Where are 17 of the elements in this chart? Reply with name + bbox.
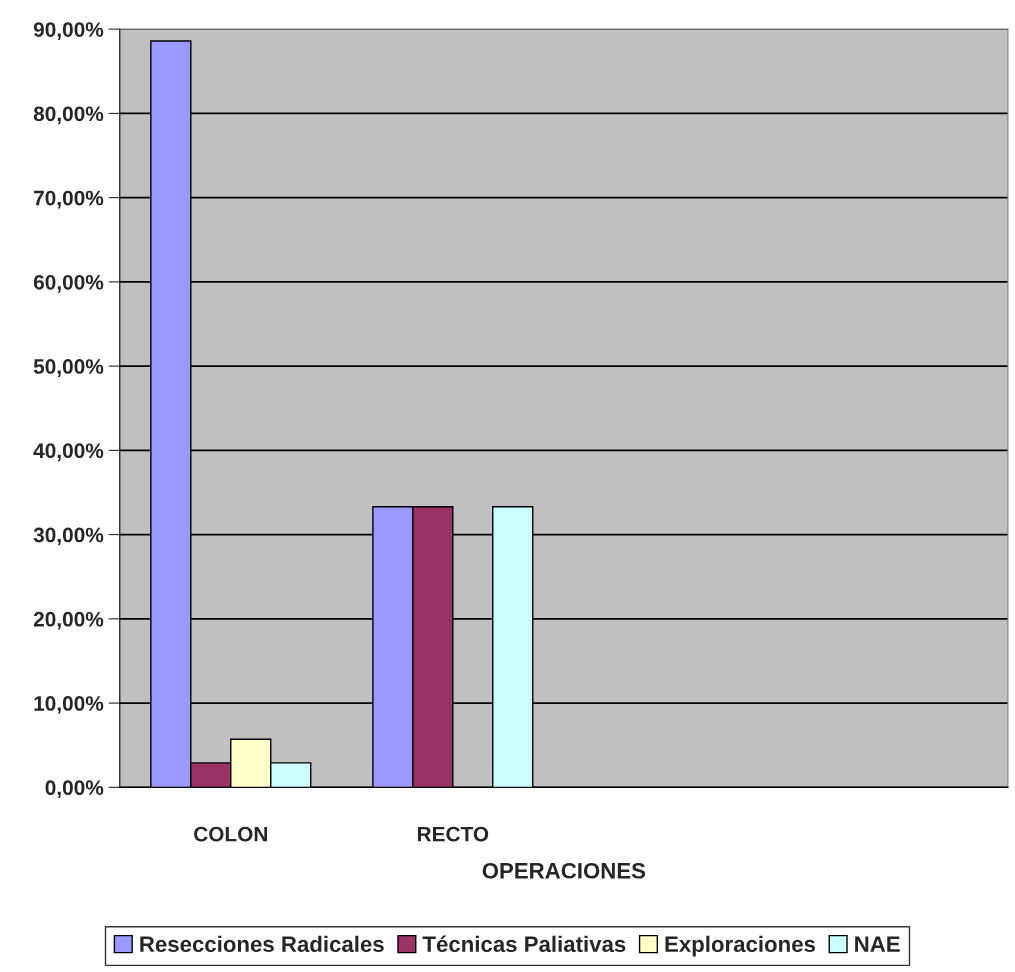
x-tick-label: RECTO <box>417 826 489 842</box>
y-tick-label: 30,00% <box>33 527 104 546</box>
y-tick-label: 0,00% <box>45 780 104 799</box>
legend-label: NAE <box>855 936 900 952</box>
y-tick-label: 50,00% <box>33 359 104 377</box>
y-tick-label: 80,00% <box>33 106 104 125</box>
y-tick-label: 40,00% <box>33 443 104 462</box>
legend-label: Técnicas Paliativas <box>422 935 626 953</box>
x-axis-title: OPERACIONES <box>482 862 646 879</box>
y-tick-label: 60,00% <box>33 274 104 293</box>
legend-label: Exploraciones <box>665 935 816 957</box>
y-tick-label: 70,00% <box>34 190 104 209</box>
y-tick-label: 20,00% <box>33 611 104 630</box>
x-tick-label: COLON <box>194 826 267 842</box>
y-tick-label: 10,00% <box>34 696 104 714</box>
y-tick-label: 90,00% <box>33 22 104 40</box>
legend-label: Resecciones Radicales <box>140 935 384 953</box>
